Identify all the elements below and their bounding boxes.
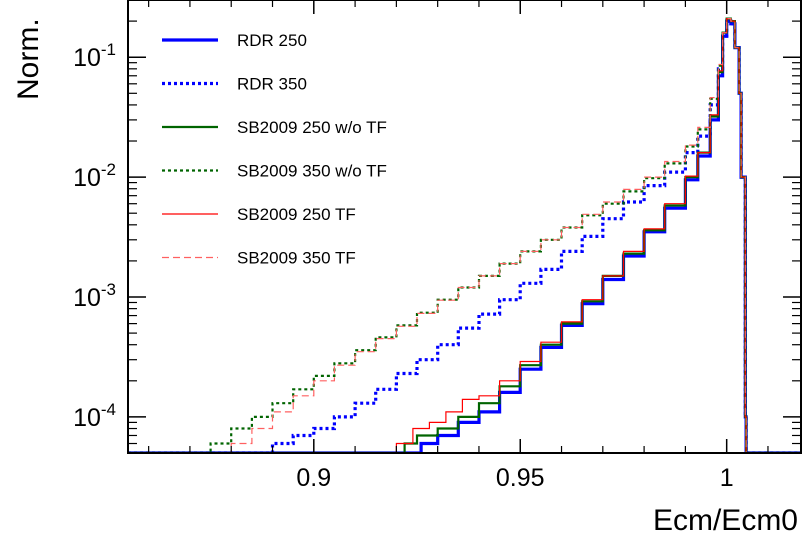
- x-tick-label: 1: [720, 464, 734, 492]
- legend-label-3: SB2009 350 w/o TF: [237, 162, 387, 181]
- y-tick-label: 10-2: [73, 160, 116, 192]
- y-tick-label: 10-1: [73, 40, 116, 72]
- series-line-2: [128, 17, 801, 453]
- y-tick-label: 10-4: [73, 400, 116, 432]
- series-line-0: [128, 19, 801, 453]
- legend-label-1: RDR 350: [237, 75, 307, 94]
- legend-label-4: SB2009 250 TF: [237, 205, 356, 224]
- legend-label-5: SB2009 350 TF: [237, 249, 356, 268]
- x-tick-label: 0.95: [496, 464, 545, 492]
- series-layer: [128, 17, 801, 453]
- x-tick-label: 0.9: [296, 464, 331, 492]
- series-line-1: [128, 19, 801, 453]
- legend-label-2: SB2009 250 w/o TF: [237, 118, 387, 137]
- y-axis-title: Norm.: [12, 18, 45, 100]
- series-line-4: [128, 18, 801, 453]
- plot-frame: [127, 0, 802, 454]
- series-line-3: [128, 17, 801, 453]
- axis-layer: 0.9 0.95 1 10-4 10-3 10-2 10-1: [73, 0, 801, 492]
- y-tick-label: 10-3: [73, 280, 116, 312]
- series-line-5: [128, 18, 801, 453]
- legend: RDR 250 RDR 350 SB2009 250 w/o TF SB2009 35…: [162, 31, 387, 268]
- x-axis-title: Ecm/Ecm0: [653, 504, 798, 537]
- legend-label-0: RDR 250: [237, 31, 307, 50]
